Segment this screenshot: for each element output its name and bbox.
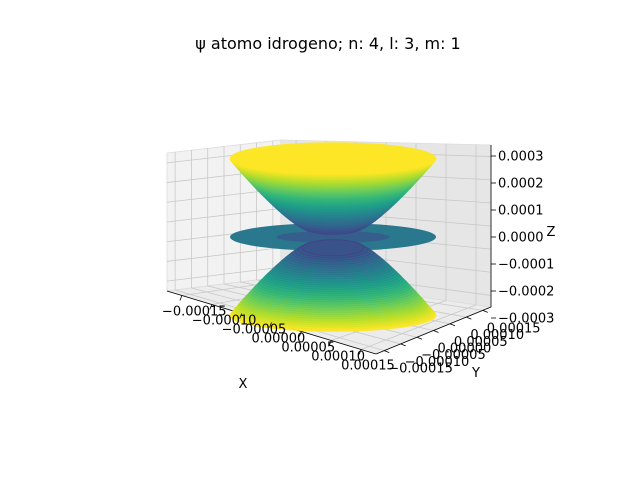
- y-tick-label: −0.00015: [388, 362, 453, 377]
- x-tick: [298, 331, 302, 337]
- upper-lobe-ring: [229, 142, 437, 176]
- y-tick-label: 0.00010: [470, 328, 524, 343]
- y-tick: [384, 350, 390, 354]
- equatorial-core: [276, 231, 390, 243]
- y-tick: [466, 316, 472, 320]
- y-axis-label: Y: [471, 366, 480, 381]
- z-tick-label: 0.0001: [498, 204, 544, 219]
- x-tick-label: 0.00010: [311, 350, 365, 365]
- y-tick-label: −0.00005: [421, 348, 486, 363]
- z-tick-label: −0.0002: [498, 285, 554, 300]
- x-tick: [269, 322, 272, 328]
- y-tick: [482, 309, 488, 313]
- y-tick-label: −0.00010: [405, 355, 470, 370]
- chart-title: ψ atomo idrogeno; n: 4, l: 3, m: 1: [195, 34, 460, 53]
- y-tick-label: 0.00005: [454, 335, 508, 350]
- z-tick-label: −0.0003: [498, 312, 554, 327]
- y-tick: [416, 336, 423, 340]
- x-axis-label: X: [239, 377, 248, 392]
- z-tick-label: −0.0001: [498, 258, 554, 273]
- y-tick: [433, 330, 439, 333]
- x-axis-ticks: −0.00015−0.00010−0.000050.000000.000050.…: [162, 295, 395, 374]
- x-tick: [239, 313, 243, 319]
- y-tick-label: 0.00000: [438, 342, 492, 357]
- y-floor-gridline: [360, 304, 477, 350]
- x-tick-label: 0.00015: [341, 359, 395, 374]
- y-tick: [400, 343, 406, 347]
- orbital-surface: [229, 142, 437, 332]
- lower-lobe-ring: [301, 239, 365, 257]
- x-tick: [358, 349, 362, 355]
- x-tick: [328, 340, 332, 346]
- z-tick-label: 0.0000: [498, 231, 544, 246]
- z-tick-label: 0.0002: [498, 177, 544, 192]
- y-tick: [449, 323, 456, 327]
- z-axis-label: Z: [547, 225, 556, 240]
- x-tick: [179, 295, 183, 301]
- z-tick-label: 0.0003: [498, 150, 544, 165]
- y-axis-ticks: −0.00015−0.00010−0.000050.000000.000050.…: [384, 309, 541, 377]
- y-tick-label: 0.00015: [487, 321, 541, 336]
- x-tick: [209, 304, 213, 310]
- x-tick-label: 0.00005: [281, 341, 335, 356]
- z-axis-ticks: −0.0003 −0.0002 −0.0001 0.0000 0.0001 0.0002 0…: [491, 150, 554, 327]
- x-tick-label: 0.00000: [252, 332, 306, 347]
